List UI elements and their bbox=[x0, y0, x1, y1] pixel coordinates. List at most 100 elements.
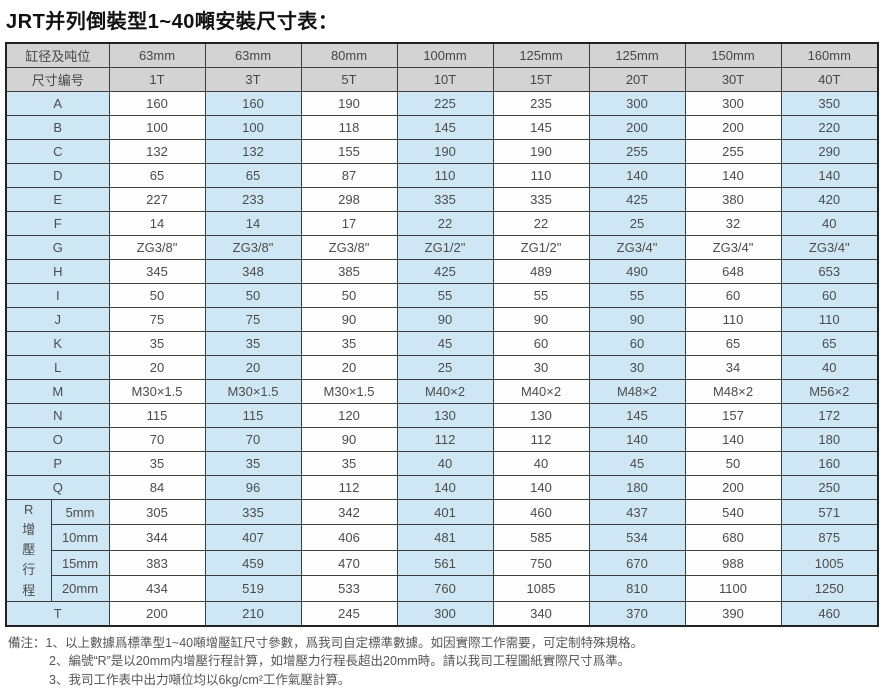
data-cell: 305 bbox=[108, 498, 206, 526]
data-cell: 670 bbox=[588, 549, 686, 577]
data-cell: 40 bbox=[780, 355, 879, 380]
data-cell: M30×1.5 bbox=[204, 379, 302, 404]
data-cell: 65 bbox=[108, 163, 206, 188]
data-cell: 84 bbox=[108, 475, 206, 500]
row-label: D bbox=[5, 163, 110, 188]
tonnage-header-cell: 1T bbox=[108, 67, 206, 92]
data-cell: 35 bbox=[108, 451, 206, 476]
data-cell: 250 bbox=[780, 475, 879, 500]
data-cell: 157 bbox=[684, 403, 782, 428]
data-cell: 96 bbox=[204, 475, 302, 500]
table-row: F 14 14 17 22 22 25 32 40 bbox=[5, 211, 879, 236]
data-cell: 35 bbox=[204, 331, 302, 356]
table-row-r-section: 10mm 344 407 406 481 585 534 680 875 bbox=[6, 524, 879, 551]
data-cell: 75 bbox=[108, 307, 206, 332]
data-cell: 14 bbox=[108, 211, 206, 236]
table-row: J 75 75 90 90 90 90 110 110 bbox=[5, 307, 879, 332]
tonnage-header-cell: 3T bbox=[204, 67, 302, 92]
tonnage-header-cell: 15T bbox=[492, 67, 590, 92]
table-body: A 160 160 190 225 235 300 300 350 B 100 100 118 145 14… bbox=[5, 91, 879, 627]
data-cell: 988 bbox=[684, 549, 782, 577]
data-cell: 220 bbox=[780, 115, 879, 140]
data-cell: 350 bbox=[780, 91, 879, 116]
data-cell: 380 bbox=[684, 187, 782, 212]
data-cell: 120 bbox=[300, 403, 398, 428]
data-cell: ZG1/2" bbox=[492, 235, 590, 260]
data-cell: ZG3/8" bbox=[204, 235, 302, 260]
tonnage-header-cell: 10T bbox=[396, 67, 494, 92]
table-row-r-section: R增壓行程 5mm 305 335 342 401 460 437 540 571 bbox=[5, 498, 879, 602]
data-cell: 140 bbox=[684, 163, 782, 188]
data-cell: 200 bbox=[108, 600, 206, 627]
data-cell: 112 bbox=[396, 427, 494, 452]
data-cell: 65 bbox=[684, 331, 782, 356]
table-row: H 345 348 385 425 489 490 648 653 bbox=[5, 259, 879, 284]
table-row: E 227 233 298 335 335 425 380 420 bbox=[5, 187, 879, 212]
data-cell: 750 bbox=[492, 549, 590, 577]
data-cell: 60 bbox=[780, 283, 879, 308]
data-cell: 140 bbox=[492, 475, 590, 500]
data-cell: 60 bbox=[588, 331, 686, 356]
data-cell: 810 bbox=[588, 575, 686, 602]
data-cell: 335 bbox=[396, 187, 494, 212]
data-cell: 118 bbox=[300, 115, 398, 140]
data-cell: 344 bbox=[108, 524, 206, 551]
row-label: J bbox=[5, 307, 110, 332]
data-cell: 335 bbox=[204, 498, 302, 526]
data-cell: 112 bbox=[492, 427, 590, 452]
data-cell: 132 bbox=[204, 139, 302, 164]
data-cell: 110 bbox=[684, 307, 782, 332]
data-cell: 140 bbox=[588, 427, 686, 452]
bore-header-cell: 125mm bbox=[588, 42, 686, 68]
data-cell: 30 bbox=[588, 355, 686, 380]
data-cell: 14 bbox=[204, 211, 302, 236]
data-cell: 481 bbox=[396, 524, 494, 551]
data-cell: 75 bbox=[204, 307, 302, 332]
table-header: 缸径及吨位 63mm 63mm 80mm 100mm 125mm 125mm 150mm 160… bbox=[5, 42, 879, 92]
data-cell: 60 bbox=[492, 331, 590, 356]
data-cell: 561 bbox=[396, 549, 494, 577]
data-cell: 489 bbox=[492, 259, 590, 284]
bore-header-cell: 125mm bbox=[492, 42, 590, 68]
data-cell: 45 bbox=[588, 451, 686, 476]
header-bore-label: 缸径及吨位 bbox=[5, 42, 110, 68]
row-label: K bbox=[5, 331, 110, 356]
data-cell: M30×1.5 bbox=[300, 379, 398, 404]
data-cell: 130 bbox=[492, 403, 590, 428]
data-cell: 45 bbox=[396, 331, 494, 356]
data-cell: 90 bbox=[300, 427, 398, 452]
data-cell: 32 bbox=[684, 211, 782, 236]
data-cell: 50 bbox=[204, 283, 302, 308]
row-label: G bbox=[5, 235, 110, 260]
data-cell: 425 bbox=[588, 187, 686, 212]
data-cell: 335 bbox=[492, 187, 590, 212]
data-cell: 30 bbox=[492, 355, 590, 380]
table-row: B 100 100 118 145 145 200 200 220 bbox=[5, 115, 879, 140]
data-cell: 460 bbox=[492, 498, 590, 526]
data-cell: M40×2 bbox=[492, 379, 590, 404]
data-cell: ZG3/4" bbox=[588, 235, 686, 260]
data-cell: 130 bbox=[396, 403, 494, 428]
data-cell: 22 bbox=[396, 211, 494, 236]
row-label: T bbox=[5, 600, 110, 627]
data-cell: 235 bbox=[492, 91, 590, 116]
tonnage-header-cell: 30T bbox=[684, 67, 782, 92]
note-item-1: 1、以上數據爲標準型1~40噸增壓缸尺寸參數，爲我司自定標準數據。如因實際工作需… bbox=[45, 635, 644, 650]
data-cell: 680 bbox=[684, 524, 782, 551]
data-cell: 227 bbox=[108, 187, 206, 212]
data-cell: ZG3/8" bbox=[108, 235, 206, 260]
note-line-1: 備注：1、以上數據爲標準型1~40噸增壓缸尺寸參數，爲我司自定標準數據。如因實際… bbox=[8, 634, 878, 653]
data-cell: 55 bbox=[396, 283, 494, 308]
data-cell: 255 bbox=[588, 139, 686, 164]
data-cell: 875 bbox=[780, 524, 879, 551]
data-cell: 35 bbox=[108, 331, 206, 356]
data-cell: 145 bbox=[588, 403, 686, 428]
table-row-t: T 200 210 245 300 340 370 390 460 bbox=[5, 600, 879, 627]
page-title: JRT并列倒裝型1~40噸安裝尺寸表： bbox=[6, 11, 339, 33]
table-row-r-section: 20mm 434 519 533 760 1085 810 1100 1250 bbox=[6, 575, 879, 602]
data-cell: 22 bbox=[492, 211, 590, 236]
data-cell: 90 bbox=[588, 307, 686, 332]
row-label: Q bbox=[5, 475, 110, 500]
data-cell: 200 bbox=[684, 115, 782, 140]
data-cell: 35 bbox=[204, 451, 302, 476]
